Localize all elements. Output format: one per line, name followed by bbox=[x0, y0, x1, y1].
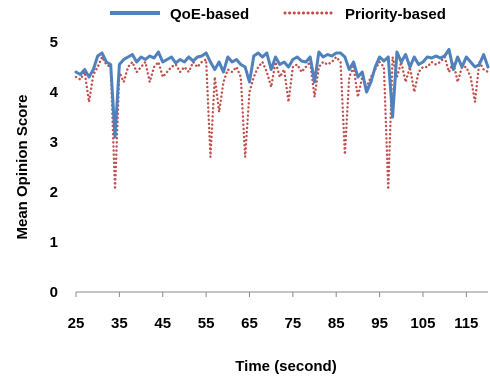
x-tick-label: 85 bbox=[328, 315, 345, 332]
y-tick-label: 3 bbox=[50, 134, 58, 151]
y-tick-label: 1 bbox=[50, 234, 58, 251]
x-tick-label: 55 bbox=[198, 315, 215, 332]
x-tick-label: 105 bbox=[410, 315, 435, 332]
y-tick-label: 4 bbox=[50, 84, 59, 101]
legend-label-qoe: QoE-based bbox=[170, 6, 249, 23]
series-line-priority bbox=[74, 55, 490, 191]
x-tick-label: 35 bbox=[111, 315, 128, 332]
x-tick-label: 25 bbox=[68, 315, 85, 332]
x-tick-label: 65 bbox=[241, 315, 258, 332]
y-axis-ticks: 0 1 2 3 4 5 bbox=[50, 34, 59, 301]
legend-label-priority: Priority-based bbox=[345, 6, 446, 23]
series-line-qoe bbox=[74, 48, 490, 139]
x-tick-label: 45 bbox=[154, 315, 171, 332]
y-tick-label: 2 bbox=[50, 184, 58, 201]
y-tick-label: 5 bbox=[50, 34, 58, 51]
x-tick-label: 95 bbox=[371, 315, 388, 332]
y-axis-title: Mean Opinion Score bbox=[14, 94, 31, 239]
y-tick-label: 0 bbox=[50, 284, 58, 301]
x-axis-ticks: 25 35 45 55 65 75 85 95 105 115 bbox=[68, 292, 478, 332]
x-tick-label: 75 bbox=[284, 315, 301, 332]
series-layer bbox=[74, 48, 490, 191]
x-tick-label: 115 bbox=[454, 315, 478, 332]
x-axis-title: Time (second) bbox=[235, 358, 336, 375]
legend: QoE-based Priority-based bbox=[110, 6, 446, 23]
